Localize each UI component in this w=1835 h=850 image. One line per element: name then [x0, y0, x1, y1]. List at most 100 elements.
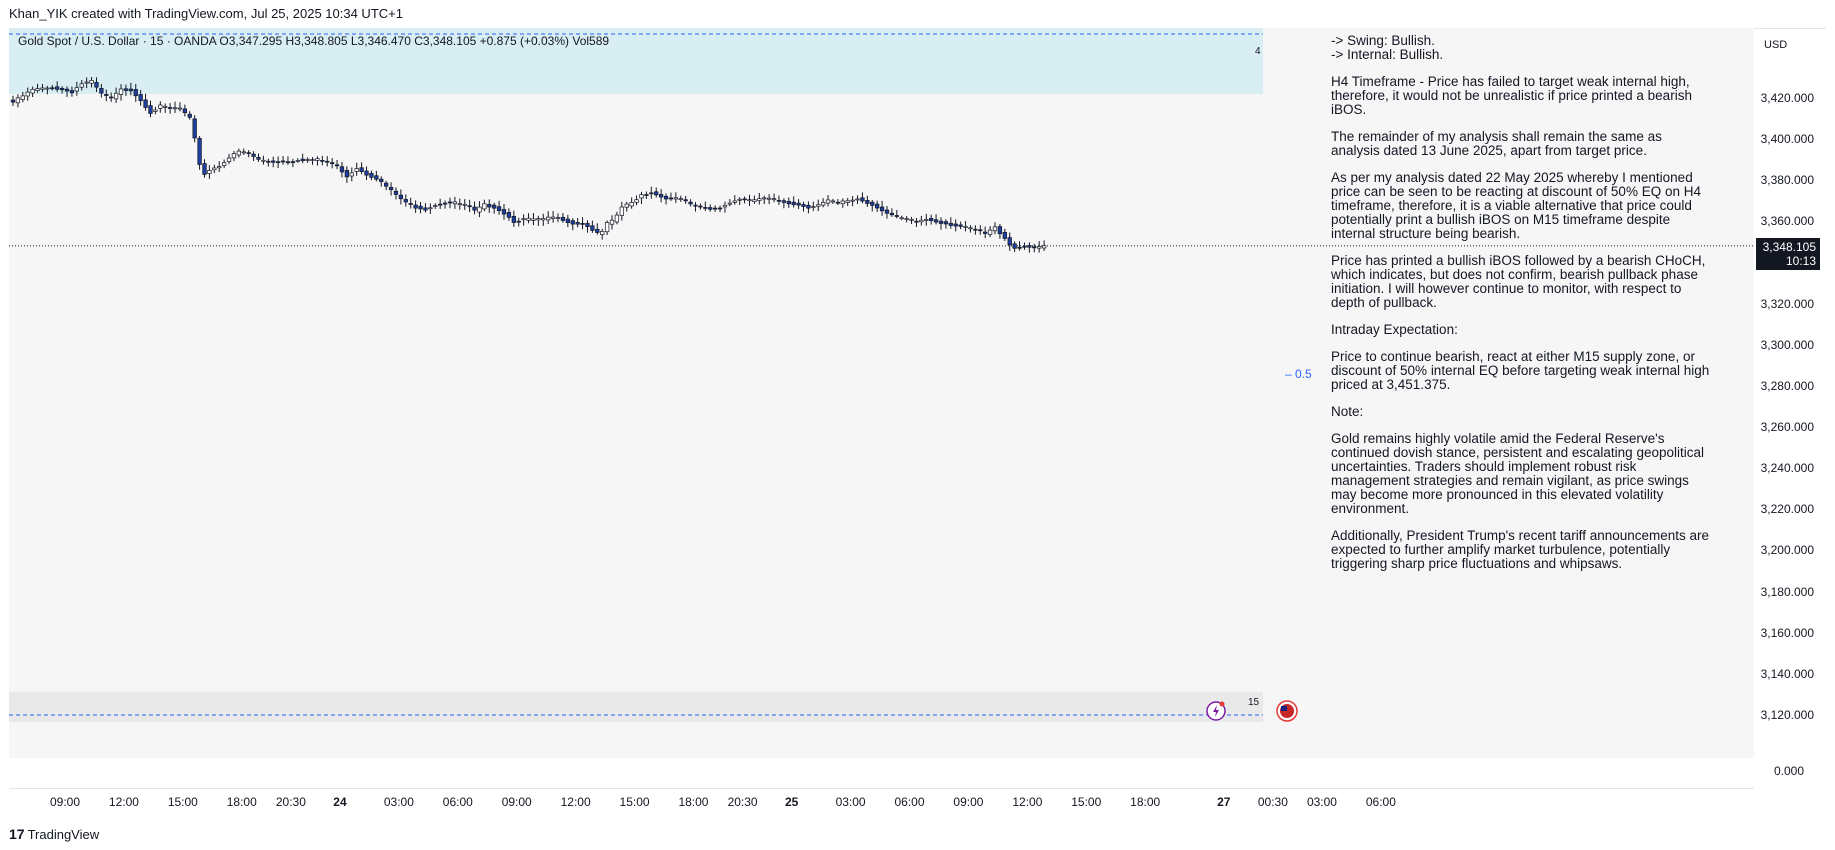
symbol-ohlc-legend[interactable]: Gold Spot / U.S. Dollar · 15 · OANDA O3,… [18, 34, 610, 48]
candle-body [433, 205, 438, 207]
candle-body [374, 175, 379, 180]
candle-body [835, 201, 841, 204]
candle-body [1017, 246, 1022, 249]
analysis-text-note[interactable]: -> Swing: Bullish. -> Internal: Bullish.… [1331, 34, 1711, 584]
candle-body [1007, 237, 1012, 246]
candle-body [354, 168, 359, 172]
candle-body [992, 226, 998, 232]
candle-body [482, 203, 487, 210]
candle-body [668, 197, 674, 200]
candle-body [816, 204, 821, 207]
candle-body [929, 217, 934, 222]
candle-body [629, 202, 634, 207]
candle-body [344, 170, 350, 178]
candle-body [300, 158, 305, 162]
time-tick-label: 12:00 [560, 795, 591, 809]
candle-body [315, 158, 320, 161]
candle-body [506, 212, 512, 218]
candle-body [393, 190, 399, 195]
candle-body [953, 223, 958, 227]
price-tick-label: 3,380.000 [1760, 173, 1814, 188]
time-axis[interactable]: 09:00 12:00 15:00 18:00 20:30 24 03:00 06:00 09:… [9, 788, 1754, 817]
currency-label[interactable]: USD [1756, 34, 1820, 56]
price-tick-label: 3,120.000 [1760, 708, 1814, 722]
candle-body [585, 223, 590, 227]
candle-body [948, 222, 953, 226]
candle-body [187, 113, 192, 118]
footer-brand: TradingView [27, 827, 100, 842]
supply-zone-count: 4 [1255, 46, 1261, 57]
candle-body [280, 160, 286, 163]
candle-body [221, 162, 227, 166]
candle-body [212, 167, 217, 171]
candle-body [59, 87, 65, 91]
candle-body [649, 192, 654, 195]
candle-body [217, 166, 222, 169]
time-tick-label: 18:00 [1130, 795, 1161, 809]
candle-body [811, 206, 816, 208]
candle-body [290, 161, 296, 164]
price-tick-label: 3,400.000 [1760, 132, 1814, 147]
candle-body [467, 205, 472, 208]
candle-body [462, 203, 467, 206]
candle-body [703, 207, 708, 209]
candle-body [806, 204, 811, 209]
candle-body [997, 226, 1003, 235]
price-tick-label: 3,260.000 [1760, 420, 1814, 435]
price-tick-label: 3,320.000 [1760, 296, 1814, 311]
candle-body [379, 178, 384, 182]
candle-body [840, 200, 845, 205]
candle-body [99, 88, 104, 94]
candle-body [663, 195, 669, 200]
lightning-event-icon [1206, 701, 1226, 721]
candle-body [487, 204, 492, 208]
supply-zone[interactable] [9, 28, 1263, 94]
price-tick-label: 3,360.000 [1760, 214, 1814, 229]
candle-body [428, 207, 433, 210]
candle-body [683, 199, 688, 202]
price-axis[interactable]: 3,420.000 3,400.000 3,380.000 3,360.000 3,34… [1754, 28, 1826, 788]
candle-body [109, 96, 114, 99]
time-tick-label: 09:00 [49, 795, 81, 809]
candle-body [447, 201, 453, 204]
candle-body [565, 218, 570, 223]
candle-body [418, 205, 423, 210]
demand-zone[interactable] [9, 692, 1263, 722]
candle-body [850, 199, 855, 202]
candle-body [55, 86, 60, 90]
price-tick-label: 3,200.000 [1760, 543, 1814, 558]
plot-area[interactable] [9, 28, 1754, 758]
candle-body [875, 203, 880, 209]
candle-body [123, 88, 129, 91]
price-tick-label: 3,160.000 [1760, 625, 1814, 640]
candle-body [501, 209, 507, 215]
candle-body [442, 202, 448, 205]
candle-body [550, 216, 556, 219]
candle-body [113, 92, 119, 100]
candle-body [236, 150, 242, 156]
candle-body [148, 105, 153, 114]
candle-body [35, 88, 40, 91]
candle-body [261, 159, 266, 162]
candle-body [776, 199, 782, 202]
candle-body [202, 163, 207, 175]
candle-body [1027, 245, 1032, 248]
time-tick-label: 06:00 [1365, 795, 1396, 809]
candle-body [84, 81, 89, 84]
candle-body [855, 198, 860, 201]
candle-body [472, 206, 477, 211]
time-tick-label: 06:00 [894, 795, 925, 809]
candle-body [241, 151, 246, 154]
candle-body [384, 182, 389, 187]
time-tick-label: 09:00 [953, 795, 984, 809]
candle-body [10, 99, 16, 103]
time-tick-label: 24 [333, 795, 347, 809]
candle-body [889, 212, 895, 216]
candle-body [30, 88, 35, 94]
footer-branding[interactable]: 17 TradingView [9, 826, 99, 842]
candle-body [521, 218, 526, 221]
candle-body [45, 87, 50, 90]
candle-body [580, 222, 585, 225]
analysis-h4: H4 Timeframe - Price has failed to targe… [1331, 74, 1692, 117]
